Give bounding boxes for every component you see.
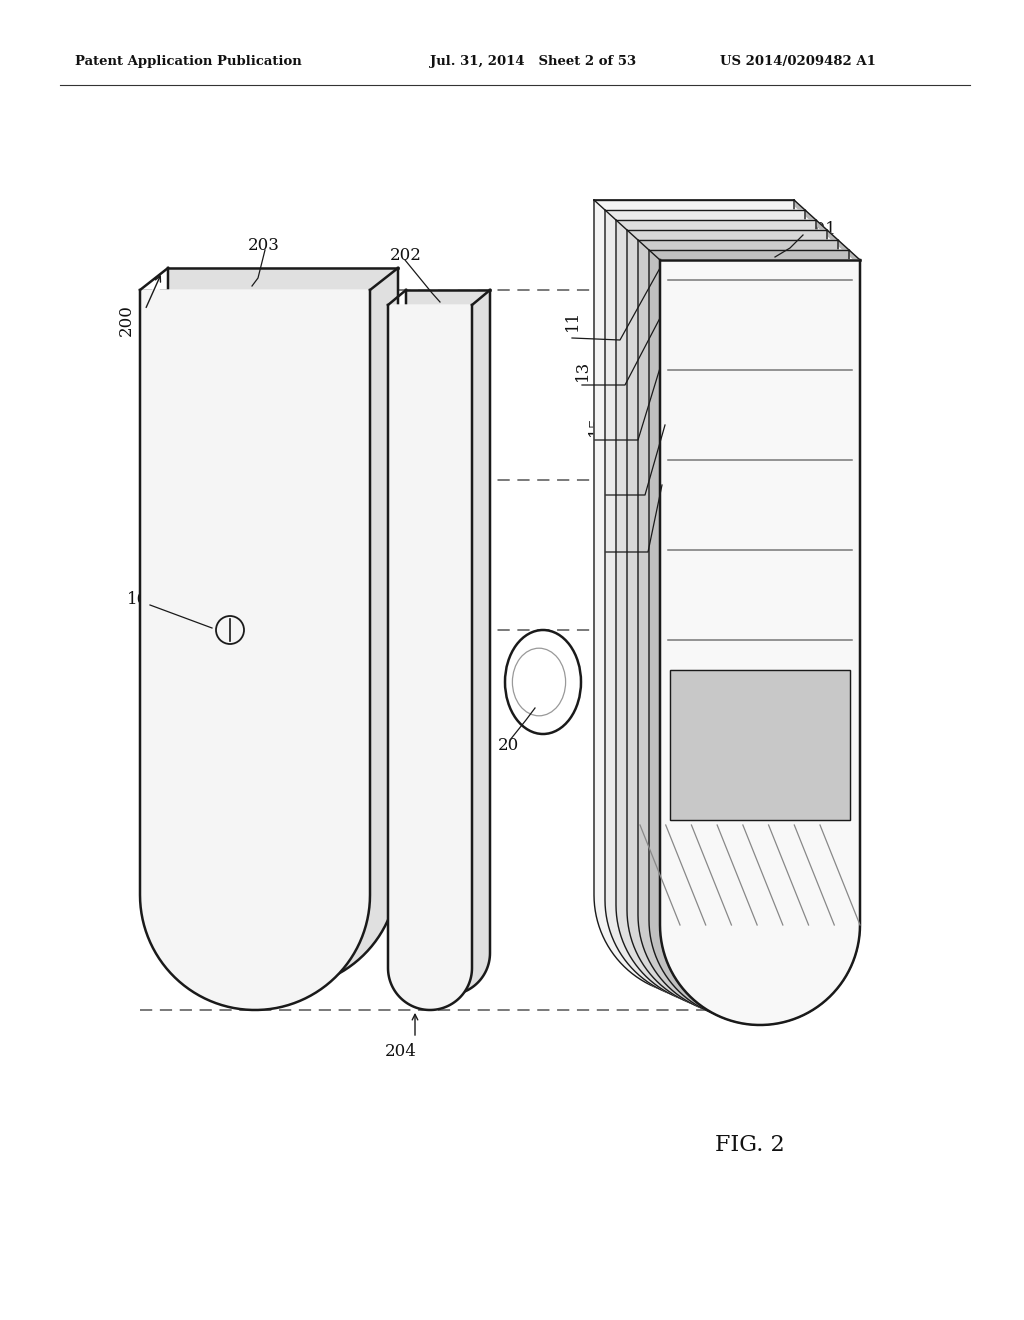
Polygon shape — [616, 220, 816, 1005]
Polygon shape — [649, 249, 849, 1020]
Text: 202: 202 — [390, 247, 422, 264]
Polygon shape — [168, 268, 398, 987]
Polygon shape — [660, 260, 860, 1024]
Text: 15: 15 — [587, 414, 603, 436]
Text: 13: 13 — [573, 359, 591, 380]
Polygon shape — [388, 305, 472, 1010]
Bar — [670, 671, 850, 820]
Text: 11: 11 — [563, 309, 581, 330]
Text: 20: 20 — [498, 737, 519, 754]
Polygon shape — [605, 210, 805, 1001]
Text: 14: 14 — [597, 470, 614, 491]
Polygon shape — [627, 230, 827, 1010]
Bar — [670, 671, 850, 820]
Polygon shape — [660, 260, 860, 1024]
Text: Jul. 31, 2014   Sheet 2 of 53: Jul. 31, 2014 Sheet 2 of 53 — [430, 55, 636, 69]
Polygon shape — [140, 290, 370, 1010]
Polygon shape — [140, 268, 168, 290]
Polygon shape — [472, 290, 490, 305]
Text: US 2014/0209482 A1: US 2014/0209482 A1 — [720, 55, 876, 69]
Text: 200: 200 — [118, 304, 135, 335]
Text: Patent Application Publication: Patent Application Publication — [75, 55, 302, 69]
Polygon shape — [794, 201, 860, 265]
Text: 16: 16 — [127, 591, 148, 609]
Polygon shape — [594, 201, 794, 995]
Polygon shape — [388, 290, 406, 305]
Polygon shape — [406, 290, 490, 995]
Text: 201: 201 — [805, 222, 837, 239]
Text: 203: 203 — [248, 236, 280, 253]
Text: 204: 204 — [385, 1044, 417, 1060]
Polygon shape — [638, 240, 838, 1015]
Text: FIG. 2: FIG. 2 — [715, 1134, 784, 1156]
Polygon shape — [370, 268, 398, 290]
Polygon shape — [594, 201, 660, 265]
Text: 12: 12 — [597, 528, 614, 549]
